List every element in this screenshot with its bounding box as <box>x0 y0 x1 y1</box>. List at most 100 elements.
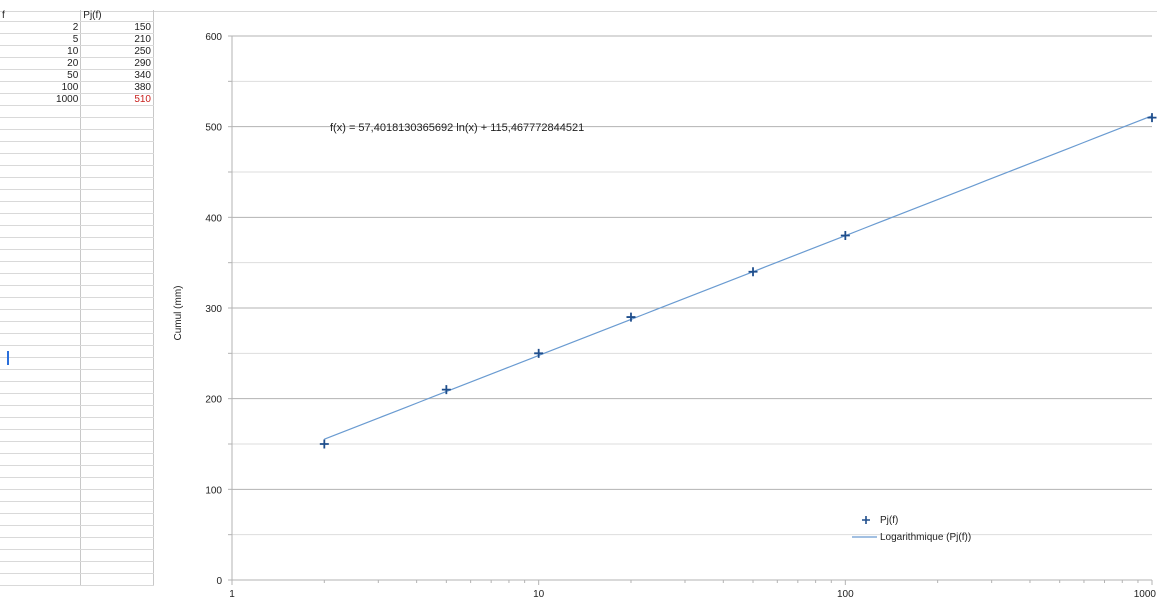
sheet-cell[interactable] <box>80 525 154 538</box>
sheet-cell[interactable] <box>0 489 82 502</box>
sheet-empty-row[interactable] <box>0 429 154 442</box>
spreadsheet-grid[interactable]: f Pj(f) 2 150 5 210 10 250 20 290 50 340 100 380 1000 5… <box>0 10 160 597</box>
sheet-cell[interactable]: 150 <box>80 21 154 34</box>
sheet-cell[interactable] <box>0 141 82 154</box>
sheet-empty-row[interactable] <box>0 513 154 526</box>
sheet-cell[interactable]: 210 <box>80 33 154 46</box>
sheet-cell[interactable] <box>0 273 82 286</box>
sheet-row[interactable]: 2 150 <box>0 21 154 34</box>
sheet-empty-row[interactable] <box>0 105 154 118</box>
sheet-row[interactable]: 50 340 <box>0 69 154 82</box>
sheet-empty-row[interactable] <box>0 441 154 454</box>
sheet-cell[interactable]: f <box>0 10 82 22</box>
sheet-cell[interactable] <box>0 345 82 358</box>
sheet-empty-row[interactable] <box>0 477 154 490</box>
sheet-cell[interactable] <box>80 309 154 322</box>
sheet-cell[interactable] <box>80 381 154 394</box>
sheet-cell[interactable] <box>0 405 82 418</box>
sheet-cell[interactable] <box>80 477 154 490</box>
sheet-cell[interactable] <box>0 501 82 514</box>
sheet-empty-row[interactable] <box>0 381 154 394</box>
sheet-cell[interactable] <box>80 369 154 382</box>
sheet-cell[interactable] <box>80 261 154 274</box>
sheet-cell[interactable] <box>0 525 82 538</box>
sheet-empty-row[interactable] <box>0 537 154 550</box>
sheet-cell[interactable] <box>80 225 154 238</box>
sheet-cell[interactable] <box>0 297 82 310</box>
sheet-row[interactable]: 20 290 <box>0 57 154 70</box>
sheet-cell[interactable]: Pj(f) <box>80 10 154 22</box>
sheet-cell[interactable]: 100 <box>0 81 82 94</box>
sheet-cell[interactable] <box>0 549 82 562</box>
sheet-empty-row[interactable] <box>0 141 154 154</box>
sheet-cell[interactable] <box>80 237 154 250</box>
sheet-cell[interactable] <box>0 213 82 226</box>
sheet-cell[interactable] <box>0 129 82 142</box>
sheet-empty-row[interactable] <box>0 501 154 514</box>
sheet-empty-row[interactable] <box>0 309 154 322</box>
sheet-cell[interactable] <box>80 489 154 502</box>
sheet-cell[interactable]: 250 <box>80 45 154 58</box>
sheet-cell[interactable] <box>80 213 154 226</box>
sheet-cell[interactable] <box>0 261 82 274</box>
sheet-cell[interactable] <box>0 165 82 178</box>
sheet-empty-row[interactable] <box>0 357 154 370</box>
sheet-cell[interactable] <box>0 429 82 442</box>
sheet-cell[interactable] <box>80 345 154 358</box>
sheet-cell[interactable] <box>80 537 154 550</box>
sheet-cell[interactable] <box>0 561 82 574</box>
sheet-cell[interactable] <box>80 465 154 478</box>
sheet-empty-row[interactable] <box>0 273 154 286</box>
sheet-row[interactable]: 5 210 <box>0 33 154 46</box>
sheet-empty-row[interactable] <box>0 249 154 262</box>
sheet-cell[interactable]: 10 <box>0 45 82 58</box>
sheet-cell[interactable] <box>80 141 154 154</box>
sheet-cell[interactable] <box>80 177 154 190</box>
sheet-cell[interactable] <box>80 117 154 130</box>
sheet-cell[interactable] <box>80 189 154 202</box>
sheet-empty-row[interactable] <box>0 201 154 214</box>
sheet-empty-row[interactable] <box>0 189 154 202</box>
sheet-cell[interactable] <box>80 501 154 514</box>
sheet-cell[interactable] <box>0 321 82 334</box>
sheet-cell[interactable] <box>80 429 154 442</box>
sheet-empty-row[interactable] <box>0 297 154 310</box>
sheet-empty-row[interactable] <box>0 165 154 178</box>
sheet-cell[interactable]: 510 <box>80 93 154 106</box>
sheet-empty-row[interactable] <box>0 285 154 298</box>
sheet-empty-row[interactable] <box>0 549 154 562</box>
sheet-cell[interactable] <box>80 333 154 346</box>
sheet-empty-row[interactable] <box>0 489 154 502</box>
sheet-cell[interactable] <box>0 201 82 214</box>
sheet-empty-row[interactable] <box>0 465 154 478</box>
sheet-cell[interactable] <box>0 573 82 586</box>
sheet-cell[interactable] <box>0 357 82 370</box>
sheet-cell[interactable] <box>0 285 82 298</box>
sheet-cell[interactable] <box>0 537 82 550</box>
sheet-empty-row[interactable] <box>0 321 154 334</box>
sheet-cell[interactable] <box>0 393 82 406</box>
sheet-cell[interactable] <box>80 201 154 214</box>
sheet-cell[interactable] <box>0 225 82 238</box>
sheet-empty-row[interactable] <box>0 561 154 574</box>
sheet-cell[interactable] <box>80 285 154 298</box>
sheet-cell[interactable] <box>80 417 154 430</box>
sheet-cell[interactable] <box>0 309 82 322</box>
sheet-cell[interactable]: 290 <box>80 57 154 70</box>
sheet-cell[interactable] <box>80 513 154 526</box>
sheet-cell[interactable] <box>80 441 154 454</box>
sheet-cell[interactable] <box>0 417 82 430</box>
sheet-cell[interactable]: 2 <box>0 21 82 34</box>
sheet-cell[interactable] <box>80 153 154 166</box>
sheet-empty-row[interactable] <box>0 117 154 130</box>
sheet-cell[interactable] <box>0 249 82 262</box>
sheet-cell[interactable]: 380 <box>80 81 154 94</box>
sheet-cell[interactable] <box>80 393 154 406</box>
sheet-cell[interactable] <box>80 453 154 466</box>
sheet-cell[interactable] <box>80 321 154 334</box>
sheet-cell[interactable] <box>0 189 82 202</box>
sheet-cell[interactable]: 340 <box>80 69 154 82</box>
sheet-empty-row[interactable] <box>0 573 154 586</box>
sheet-empty-row[interactable] <box>0 417 154 430</box>
sheet-empty-row[interactable] <box>0 525 154 538</box>
